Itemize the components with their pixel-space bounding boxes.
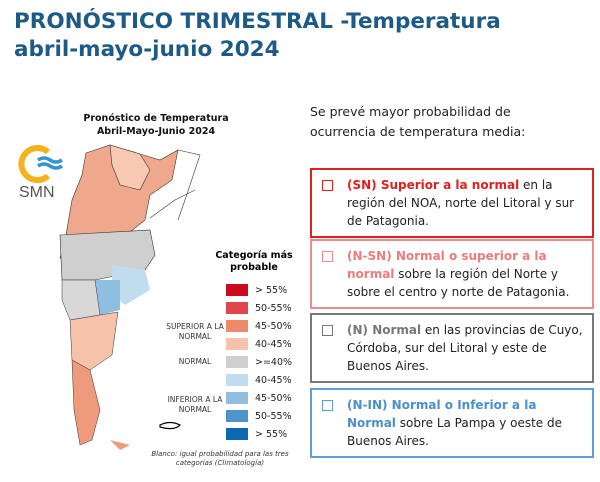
swatch — [226, 428, 248, 440]
legend-item: 50-55% — [226, 407, 296, 425]
checkbox-bullet-icon — [322, 180, 333, 191]
box-text: (N) Normal en las provincias de Cuyo, Có… — [347, 321, 588, 375]
box-text: (SN) Superior a la normal en la región d… — [347, 176, 588, 230]
box-body: sobre la región del Norte y sobre el cen… — [347, 267, 570, 299]
group-normal: NORMAL — [178, 357, 212, 366]
swatch — [226, 302, 248, 314]
map-title: Pronóstico de Temperatura Abril-Mayo-Juni… — [76, 112, 236, 138]
swatch — [226, 356, 248, 368]
legend-item: 40-45% — [226, 371, 296, 389]
legend-label: 50-55% — [255, 302, 292, 314]
box-text: (N-IN) Normal o Inferior a la Normal sob… — [347, 396, 588, 450]
legend-item: 50-55% — [226, 299, 296, 317]
smn-logo-text: SMN — [19, 184, 55, 201]
forecast-box-sn: (SN) Superior a la normal en la región d… — [310, 168, 594, 238]
box-body: en las provincias de Cuyo, Córdoba, sur … — [347, 323, 583, 373]
argentina-forecast-map — [59, 144, 201, 450]
box-body: en la región del NOA, norte del Litoral … — [347, 178, 575, 228]
legend-note: Blanco: igual probabilidad para las tres… — [151, 450, 289, 467]
legend-label: 40-45% — [255, 338, 292, 350]
box-bold: (N) Normal — [347, 323, 422, 337]
legend-item: > 55% — [226, 425, 296, 443]
swatch — [226, 320, 248, 332]
swatch — [226, 392, 248, 404]
slide-title: PRONÓSTICO TRIMESTRAL -Temperatura abril-… — [14, 8, 501, 64]
box-bold: (SN) Superior a la normal — [347, 178, 520, 192]
legend-item: >=40% — [226, 353, 296, 371]
title-line2: abril-mayo-junio 2024 — [14, 37, 280, 62]
swatch — [226, 338, 248, 350]
legend-label: >=40% — [255, 356, 293, 368]
legend-label: > 55% — [255, 284, 288, 296]
swatch — [226, 374, 248, 386]
group-inferior: INFERIOR A LA NORMAL — [167, 395, 223, 414]
map-title1: Pronóstico de Temperatura — [83, 113, 229, 124]
legend-item: 40-45% — [226, 335, 296, 353]
swatch — [226, 410, 248, 422]
legend-label: 40-45% — [255, 374, 292, 386]
forecast-box-nsn: (N-SN) Normal o superior a la normal sob… — [310, 239, 594, 309]
title-line1: PRONÓSTICO TRIMESTRAL -Temperatura — [14, 9, 501, 34]
legend-label: 45-50% — [255, 392, 292, 404]
checkbox-bullet-icon — [322, 325, 333, 336]
legend-label: > 55% — [255, 428, 288, 440]
checkbox-bullet-icon — [322, 400, 333, 411]
checkbox-bullet-icon — [322, 251, 333, 262]
box-bold: (N-SN) Normal o superior a la normal — [347, 249, 547, 281]
group-superior: SUPERIOR A LA NORMAL — [166, 322, 224, 341]
legend-label: 50-55% — [255, 410, 292, 422]
box-bold: (N-IN) Normal o Inferior a la Normal — [347, 398, 537, 430]
smn-logo-icon — [18, 145, 63, 183]
legend-title: Categoría más probable — [215, 250, 293, 273]
forecast-box-n: (N) Normal en las provincias de Cuyo, Có… — [310, 313, 594, 383]
box-text: (N-SN) Normal o superior a la normal sob… — [347, 247, 588, 301]
legend-item: 45-50% — [226, 389, 296, 407]
legend-item: > 55% — [226, 281, 296, 299]
forecast-box-nin: (N-IN) Normal o Inferior a la Normal sob… — [310, 388, 594, 458]
box-body: sobre La Pampa y oeste de Buenos Aires. — [347, 416, 562, 448]
legend-item: 45-50% — [226, 317, 296, 335]
intro-text: Se prevé mayor probabilidad de ocurrenci… — [310, 104, 526, 139]
swatch — [226, 284, 248, 296]
map-title2: Abril-Mayo-Junio 2024 — [96, 126, 216, 137]
legend-label: 45-50% — [255, 320, 292, 332]
